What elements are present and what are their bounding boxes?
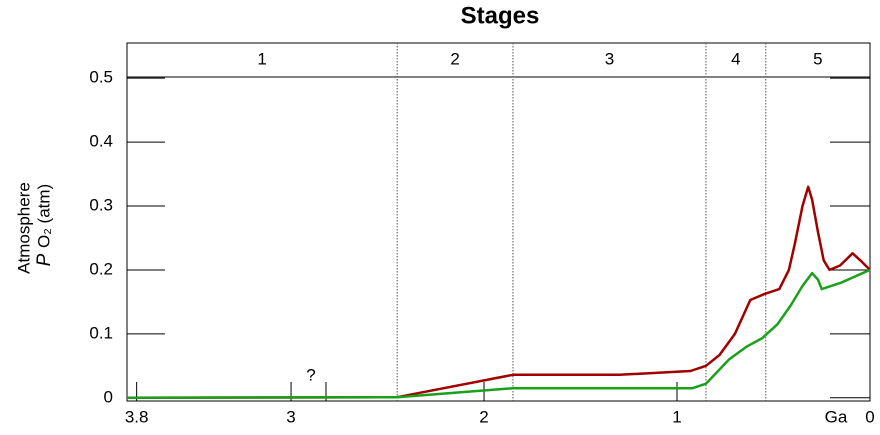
stage-label: 1	[257, 49, 266, 68]
y-label-unit: O₂ (atm)	[34, 184, 53, 248]
y-tick-label: 0.1	[89, 323, 113, 342]
x-tick-label: 0	[865, 407, 874, 426]
y-label-symbol: P	[34, 253, 55, 266]
x-tick-label: 3.8	[125, 407, 149, 426]
y-tick-label: 0.2	[89, 259, 113, 278]
plot-frame	[126, 42, 871, 402]
series-line	[126, 185, 871, 400]
stage-label: 3	[605, 49, 614, 68]
y-tick-label: 0	[104, 387, 113, 406]
x-tick-label: 1	[672, 407, 681, 426]
y-label-group: P O₂ (atm)	[34, 184, 55, 267]
y-tick-label: 0.4	[89, 132, 113, 151]
y-tick-label: 0.5	[89, 68, 113, 87]
chart-title: Stages	[461, 2, 540, 29]
y-label: Atmosphere	[14, 182, 33, 274]
y-tick-label: 0.3	[89, 196, 113, 215]
series-line	[126, 268, 871, 400]
stage-label: 2	[450, 49, 459, 68]
stage-label: 4	[731, 49, 740, 68]
x-tick-label: 2	[479, 407, 488, 426]
stage-label: 5	[813, 49, 822, 68]
annotation: ?	[306, 365, 315, 384]
x-unit: Ga	[825, 407, 848, 426]
x-tick-label: 3	[286, 407, 295, 426]
